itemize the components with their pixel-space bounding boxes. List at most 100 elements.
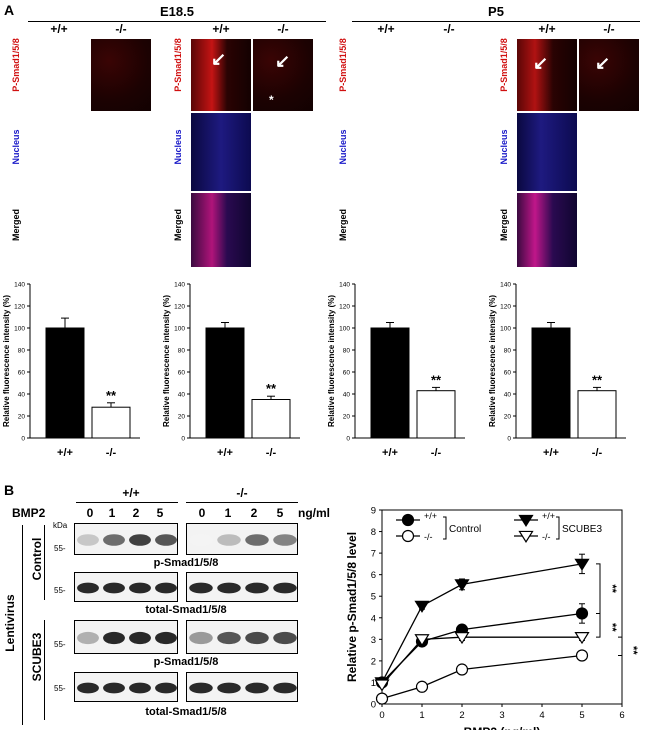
micrograph-nucleus-wt <box>190 112 252 192</box>
micrograph-nucleus-ko <box>418 112 480 192</box>
y-axis-label: Relative fluorescence intensity (%) <box>488 295 497 427</box>
geno-header: +/+ <box>377 22 395 36</box>
conc-label: 1 <box>108 506 116 520</box>
y-tick-label: 80 <box>504 348 512 355</box>
asterisk-mark: * <box>269 93 274 107</box>
unit-label: ng/ml <box>298 506 330 520</box>
bar <box>531 327 571 439</box>
blot-band <box>103 534 125 546</box>
y-tick-label: 80 <box>343 348 351 355</box>
blot-band <box>273 631 297 645</box>
micrograph-psmad-wt <box>28 38 90 112</box>
series-line <box>381 563 583 683</box>
y-tick-label: 20 <box>18 414 26 421</box>
y-tick-label: 80 <box>178 348 186 355</box>
micrograph-psmad-ko <box>418 38 480 112</box>
bmp2-label: BMP2 <box>12 506 46 520</box>
scube3-bracket <box>44 620 45 720</box>
y-tick-label: 40 <box>18 392 26 399</box>
marker-label: 55- <box>54 544 66 553</box>
blot-band <box>155 682 177 694</box>
y-tick-label: 40 <box>504 392 512 399</box>
micrograph-psmad-ko: ↙ * <box>252 38 314 112</box>
legend-group-label: Control <box>449 524 481 535</box>
blot-band <box>245 631 269 645</box>
arrow-indicator: ↙ <box>595 53 611 73</box>
y-tick-label: 100 <box>500 326 511 333</box>
bar <box>577 390 617 439</box>
micrograph-psmad-ko <box>90 38 152 112</box>
significance-mark: ** <box>266 381 277 396</box>
conc-label: 5 <box>156 506 164 520</box>
blot-geno-ko: -/- <box>236 486 248 500</box>
blot-band <box>129 534 151 546</box>
y-axis-label: Relative fluorescence intensity (%) <box>2 295 11 427</box>
y-tick-label: 40 <box>343 392 351 399</box>
micrograph-merged-wt <box>28 192 90 268</box>
micrograph-merged-ko <box>90 192 152 268</box>
y-tick-label: 8 <box>371 527 376 538</box>
y-axis-label: Relative p-Smad1/5/8 level <box>345 532 359 682</box>
data-point <box>575 649 589 662</box>
micrograph-nucleus-ko <box>578 112 640 192</box>
y-tick-label: 4 <box>371 613 376 624</box>
blot-band <box>129 631 151 645</box>
blot-band <box>77 631 99 645</box>
y-axis-label: Relative fluorescence intensity (%) <box>327 295 336 427</box>
blot-band <box>273 682 297 694</box>
y-tick-label: 0 <box>371 700 376 711</box>
data-point <box>574 558 590 571</box>
blot-control-psmad-wt <box>74 523 178 555</box>
y-tick-label: 120 <box>339 304 350 311</box>
y-tick-label: 20 <box>178 414 186 421</box>
geno-header: +/+ <box>538 22 556 36</box>
x-tick-label: 5 <box>579 710 584 721</box>
y-tick-label: 0 <box>507 436 511 443</box>
legend-genotype: -/- <box>542 532 551 542</box>
blot-band <box>189 631 213 645</box>
blot-band <box>217 682 241 694</box>
arrow-indicator: ↙ <box>533 53 549 73</box>
data-point <box>415 680 429 693</box>
marker-label: 55- <box>54 640 66 649</box>
micrograph-nucleus-wt <box>28 112 90 192</box>
legend-bracket <box>443 516 447 540</box>
blot-band <box>155 631 177 645</box>
data-point <box>454 579 470 592</box>
y-tick-label: 120 <box>14 304 25 311</box>
x-tick-label: +/+ <box>57 447 73 459</box>
y-tick-label: 40 <box>178 392 186 399</box>
y-tick-label: 9 <box>371 506 376 517</box>
geno-header: -/- <box>603 22 615 36</box>
row-label-nucleus: Nucleus <box>338 129 348 165</box>
blot-band <box>103 682 125 694</box>
row-label-psmad: P-Smad1/5/8 <box>338 38 348 92</box>
blot-band <box>217 582 241 594</box>
micrograph-merged-ko <box>578 192 640 268</box>
lentivirus-label: Lentivirus <box>3 594 17 652</box>
micrograph-merged-wt <box>190 192 252 268</box>
scube3-label: SCUBE3 <box>30 632 44 682</box>
blot-band <box>189 582 213 594</box>
geno-header: +/+ <box>212 22 230 36</box>
blot-band <box>155 582 177 594</box>
data-point <box>414 634 430 647</box>
blot-band <box>245 534 269 546</box>
micrograph-merged-ko <box>252 192 314 268</box>
blot-scube3-total-ko <box>186 672 298 702</box>
y-tick-label: 0 <box>346 436 350 443</box>
row-label-nucleus: Nucleus <box>173 129 183 165</box>
micrograph-merged-ko <box>418 192 480 268</box>
micrograph-psmad-wt: ↙ <box>190 38 252 112</box>
bar <box>416 390 456 439</box>
blot-control-total-ko <box>186 572 298 602</box>
series-line <box>381 636 582 686</box>
blot-band <box>245 682 269 694</box>
y-tick-label: 6 <box>371 570 376 581</box>
legend-genotype: +/+ <box>542 511 555 521</box>
blot-band <box>189 534 213 546</box>
y-tick-label: 60 <box>18 370 26 377</box>
x-tick-label: 1 <box>419 710 424 721</box>
y-tick-label: 140 <box>14 282 25 289</box>
significance-mark: ** <box>606 623 618 632</box>
